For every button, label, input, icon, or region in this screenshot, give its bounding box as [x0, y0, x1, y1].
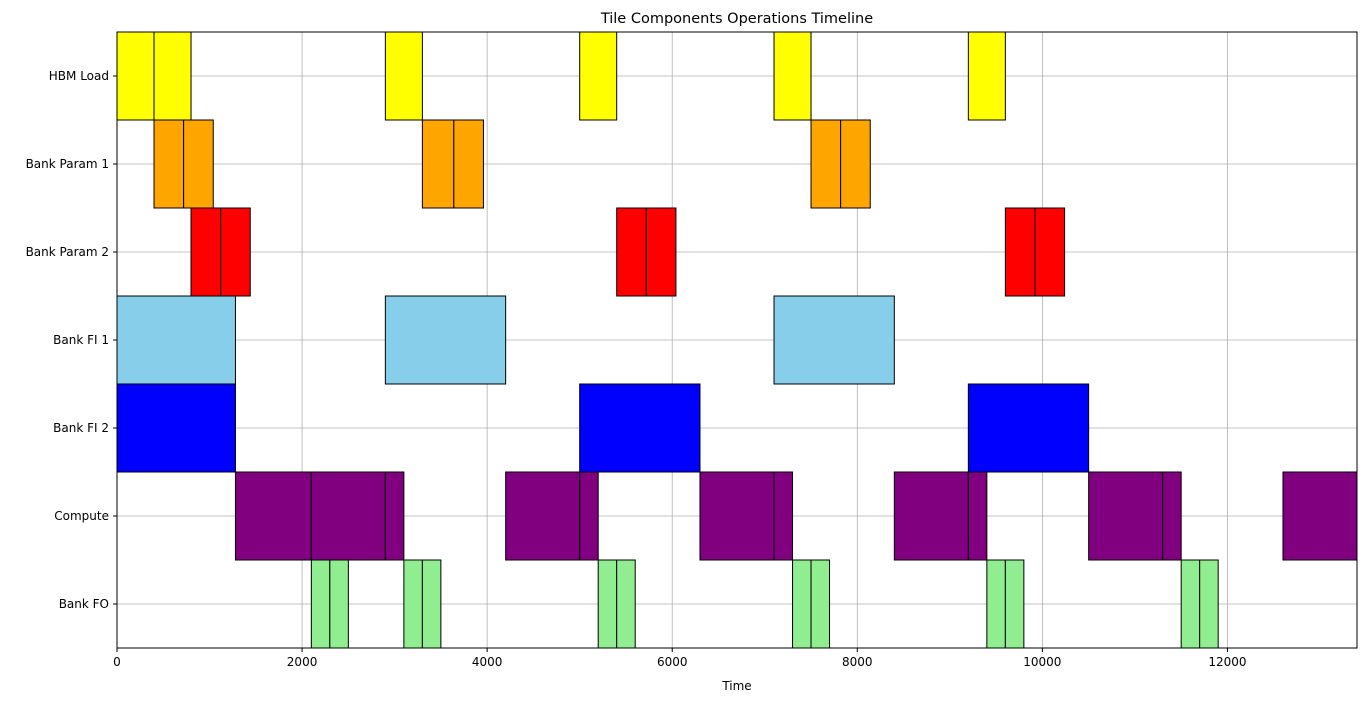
timeline-bar — [616, 559, 636, 649]
timeline-bar — [810, 119, 842, 209]
timeline-bar — [384, 31, 423, 121]
x-tick-label: 0 — [113, 655, 121, 669]
timeline-bar — [453, 119, 484, 209]
timeline-bar — [1004, 559, 1025, 649]
chart-title: Tile Components Operations Timeline — [600, 11, 873, 27]
timeline-bar — [616, 207, 647, 297]
timeline-bar — [967, 31, 1006, 121]
x-axis-ticks: 0 2000 4000 6000 8000 10000 12000 — [113, 648, 1247, 669]
y-tick-label: Bank FO — [59, 597, 109, 611]
y-tick-label: HBM Load — [49, 69, 109, 83]
timeline-bar — [421, 559, 442, 649]
y-tick-label: Bank Param 1 — [26, 157, 109, 171]
timeline-bar — [1004, 207, 1036, 297]
timeline-bar — [1088, 471, 1164, 561]
timeline-bar — [967, 383, 1090, 473]
timeline-bar — [505, 471, 581, 561]
y-tick-label: Bank FI 2 — [53, 421, 109, 435]
timeline-bar — [645, 207, 677, 297]
y-tick-label: Compute — [54, 509, 109, 523]
timeline-bar — [1034, 207, 1066, 297]
bars-layer — [116, 31, 1358, 649]
timeline-bar — [773, 295, 895, 385]
timeline-bar — [153, 31, 192, 121]
timeline-bar — [116, 31, 155, 121]
x-tick-label: 8000 — [842, 655, 873, 669]
timeline-bar — [183, 119, 214, 209]
x-tick-label: 10000 — [1023, 655, 1061, 669]
timeline-bar — [1199, 559, 1219, 649]
y-tick-label: Bank Param 2 — [26, 245, 109, 259]
timeline-bar — [403, 559, 423, 649]
x-tick-label: 2000 — [287, 655, 318, 669]
timeline-bar — [792, 559, 812, 649]
timeline-bar — [840, 119, 871, 209]
timeline-bar — [597, 559, 618, 649]
timeline-bar — [310, 559, 331, 649]
x-tick-label: 12000 — [1208, 655, 1246, 669]
timeline-bar — [986, 559, 1006, 649]
x-tick-label: 6000 — [657, 655, 688, 669]
y-axis-ticks: HBM Load Bank Param 1 Bank Param 2 Bank FI … — [26, 69, 117, 611]
timeline-bar — [153, 119, 185, 209]
timeline-bar — [579, 383, 701, 473]
timeline-bar — [384, 471, 405, 561]
x-tick-label: 4000 — [472, 655, 503, 669]
timeline-bar — [310, 471, 386, 561]
timeline-bar — [810, 559, 831, 649]
timeline-bar — [579, 471, 599, 561]
timeline-bar — [773, 31, 812, 121]
timeline-bar — [220, 207, 251, 297]
timeline-bar — [384, 295, 507, 385]
timeline-bar — [893, 471, 969, 561]
timeline-bar — [329, 559, 349, 649]
timeline-bar — [967, 471, 988, 561]
timeline-bar — [579, 31, 618, 121]
timeline-bar — [1282, 471, 1358, 561]
timeline-bar — [234, 471, 312, 561]
timeline-bar — [421, 119, 455, 209]
timeline-bar — [190, 207, 222, 297]
x-axis-title: Time — [721, 679, 751, 693]
timeline-bar — [1162, 471, 1182, 561]
timeline-bar — [1180, 559, 1201, 649]
timeline-bar — [116, 383, 236, 473]
timeline-bar — [116, 295, 236, 385]
timeline-bar — [773, 471, 794, 561]
timeline-bar — [699, 471, 775, 561]
y-tick-label: Bank FI 1 — [53, 333, 109, 347]
